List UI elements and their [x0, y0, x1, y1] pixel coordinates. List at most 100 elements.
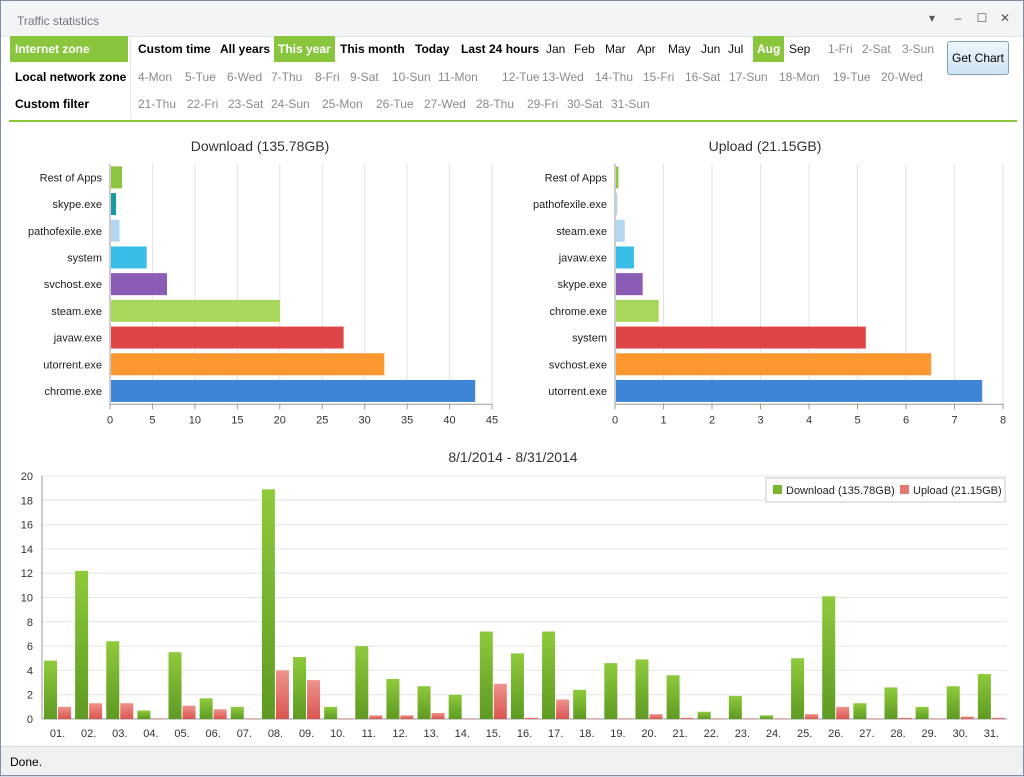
x-tick-label: 14.	[455, 728, 470, 740]
month-may[interactable]: May	[668, 42, 691, 56]
month-jul[interactable]: Jul	[728, 42, 744, 56]
day-option[interactable]: 19-Tue	[833, 70, 871, 84]
close-icon[interactable]: ✕	[999, 11, 1011, 25]
title-bar: Traffic statistics ▾ – ☐ ✕	[1, 1, 1023, 37]
y-tick-label: 14	[21, 544, 33, 556]
bar	[111, 273, 168, 296]
day-option[interactable]: 14-Thu	[595, 70, 634, 84]
maximize-icon[interactable]: ☐	[976, 11, 988, 25]
day-option[interactable]: 1-Fri	[828, 42, 853, 56]
legend-label-upload: Upload (21.15GB)	[913, 485, 1002, 497]
month-feb[interactable]: Feb	[574, 42, 595, 56]
bar	[616, 273, 643, 296]
download-bar	[137, 710, 151, 719]
x-tick-label: 02.	[81, 728, 96, 740]
period-all-years[interactable]: All years	[220, 42, 271, 56]
day-option[interactable]: 20-Wed	[881, 70, 923, 84]
month-jan[interactable]: Jan	[546, 42, 566, 56]
month-mar[interactable]: Mar	[605, 42, 626, 56]
x-tick-label: 23.	[735, 728, 750, 740]
download-bar	[542, 631, 556, 719]
category-label: Rest of Apps	[545, 172, 608, 184]
zone-internet[interactable]: Internet zone	[10, 36, 128, 62]
chart-title: 8/1/2014 - 8/31/2014	[448, 449, 577, 465]
period-this-month[interactable]: This month	[340, 42, 405, 56]
day-option[interactable]: 11-Mon	[438, 70, 478, 84]
day-option[interactable]: 23-Sat	[228, 97, 264, 111]
day-option[interactable]: 3-Sun	[902, 42, 935, 56]
upload-bar	[836, 706, 850, 719]
month-sep[interactable]: Sep	[789, 42, 811, 56]
day-option[interactable]: 15-Fri	[643, 70, 675, 84]
y-tick-label: 2	[27, 690, 33, 702]
day-option[interactable]: 29-Fri	[527, 97, 559, 111]
month-apr[interactable]: Apr	[637, 42, 656, 56]
x-tick-label: 10.	[330, 728, 345, 740]
x-tick-label: 29.	[922, 728, 937, 740]
category-label: svchost.exe	[549, 359, 607, 371]
zone-custom-filter[interactable]: Custom filter	[15, 97, 90, 111]
upload-bar	[462, 718, 476, 719]
period-today[interactable]: Today	[415, 42, 450, 56]
upload-bar	[120, 703, 134, 719]
day-option[interactable]: 22-Fri	[187, 97, 219, 111]
day-option[interactable]: 9-Sat	[350, 70, 379, 84]
day-option[interactable]: 13-Wed	[542, 70, 584, 84]
day-option[interactable]: 17-Sun	[729, 70, 768, 84]
x-tick-label: 05.	[174, 728, 189, 740]
day-option[interactable]: 25-Mon	[322, 97, 363, 111]
download-bar	[168, 652, 182, 719]
x-tick-label: 2	[709, 414, 715, 426]
zone-local-network[interactable]: Local network zone	[15, 70, 127, 84]
download-bar	[977, 674, 991, 719]
category-label: pathofexile.exe	[28, 226, 102, 238]
download-bar	[324, 706, 338, 719]
download-bar	[386, 678, 400, 719]
upload-bar	[711, 718, 725, 719]
day-option[interactable]: 18-Mon	[779, 70, 820, 84]
x-tick-label: 0	[107, 414, 113, 426]
month-aug[interactable]: Aug	[753, 36, 785, 62]
upload-bar	[182, 705, 196, 719]
upload-bar	[151, 718, 165, 719]
x-tick-label: 5	[149, 414, 155, 426]
download-bar	[604, 663, 618, 719]
minimize-icon[interactable]: –	[954, 11, 962, 25]
period-this-year[interactable]: This year	[274, 36, 335, 62]
period-last-24-hours[interactable]: Last 24 hours	[461, 42, 540, 56]
upload-bar	[649, 714, 663, 719]
day-option[interactable]: 31-Sun	[611, 97, 650, 111]
upload-bar	[244, 718, 258, 719]
day-option[interactable]: 30-Sat	[567, 97, 603, 111]
upload-bar	[369, 715, 383, 719]
category-label: svchost.exe	[44, 279, 102, 291]
upload-bar	[307, 680, 321, 719]
day-option[interactable]: 27-Wed	[424, 97, 466, 111]
day-option[interactable]: 24-Sun	[271, 97, 310, 111]
day-option[interactable]: 6-Wed	[227, 70, 263, 84]
day-option[interactable]: 8-Fri	[315, 70, 340, 84]
x-tick-label: 4	[806, 414, 812, 426]
day-option[interactable]: 12-Tue	[502, 70, 540, 84]
upload-bar	[89, 703, 103, 719]
download-bar	[417, 686, 431, 719]
day-option[interactable]: 28-Thu	[476, 97, 515, 111]
day-option[interactable]: 4-Mon	[138, 70, 173, 84]
day-option[interactable]: 21-Thu	[138, 97, 177, 111]
day-option[interactable]: 26-Tue	[376, 97, 414, 111]
day-option[interactable]: 16-Sat	[685, 70, 721, 84]
day-option[interactable]: 5-Tue	[185, 70, 216, 84]
x-tick-label: 24.	[766, 728, 781, 740]
x-tick-label: 12.	[392, 728, 407, 740]
dropdown-menu-icon[interactable]: ▾	[928, 11, 936, 25]
upload-bar	[991, 717, 1005, 719]
day-option[interactable]: 10-Sun	[392, 70, 431, 84]
day-option[interactable]: 7-Thu	[271, 70, 303, 84]
category-label: skype.exe	[557, 279, 607, 291]
period-custom-time[interactable]: Custom time	[138, 42, 211, 56]
get-chart-button[interactable]: Get Chart	[947, 41, 1009, 75]
day-option[interactable]: 2-Sat	[862, 42, 891, 56]
month-jun[interactable]: Jun	[701, 42, 721, 56]
x-tick-label: 25.	[797, 728, 812, 740]
bar	[111, 166, 123, 189]
